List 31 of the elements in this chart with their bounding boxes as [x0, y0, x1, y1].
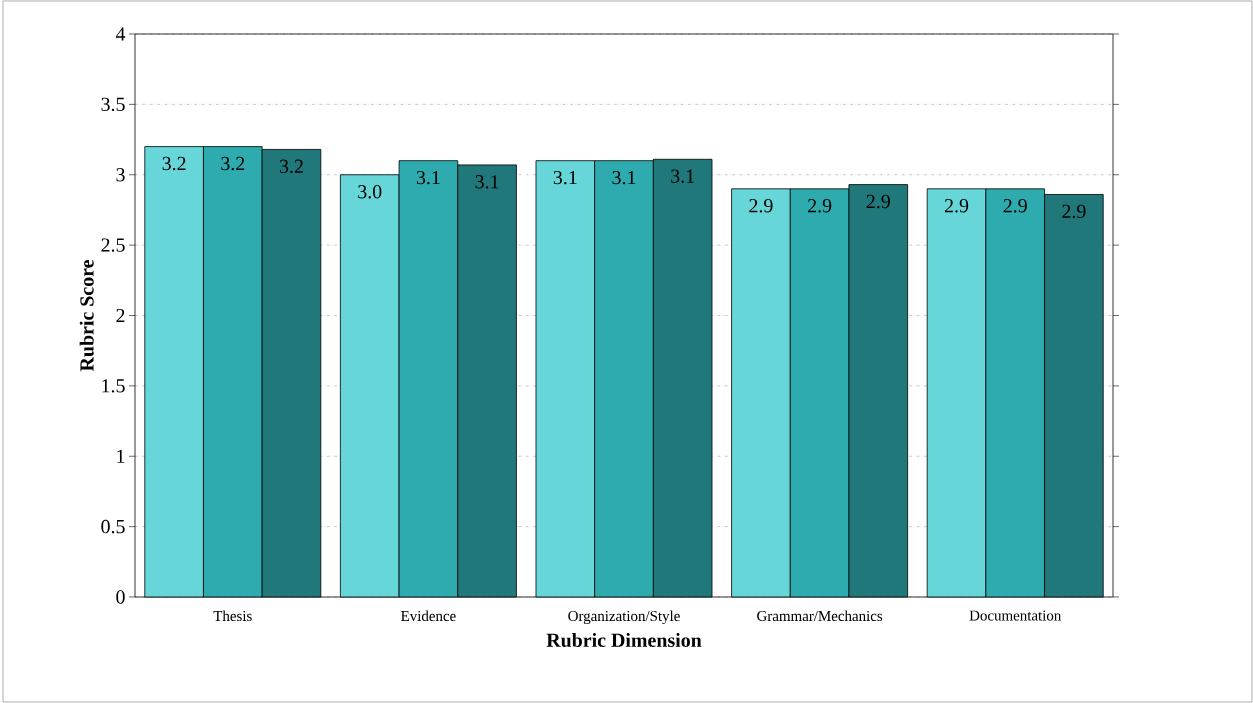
- data-label: 3.1: [553, 170, 577, 185]
- data-label: 2.9: [1003, 199, 1027, 213]
- data-label: 3.1: [416, 170, 440, 185]
- data-label: 2.9: [808, 199, 832, 213]
- x-tick-label: Organization/Style: [568, 610, 680, 625]
- y-axis-title: Rubric Score: [79, 260, 94, 372]
- y-tick-label: 0.5: [101, 519, 125, 534]
- y-tick-label: 2: [116, 308, 125, 323]
- data-label: 3.0: [358, 184, 382, 199]
- x-axis-title: Rubric Dimension: [546, 632, 702, 648]
- data-label: 3.1: [671, 169, 694, 183]
- y-tick-label: 4: [115, 27, 126, 41]
- x-tick-label: Evidence: [401, 610, 456, 622]
- x-tick-label: Grammar/Mechanics: [757, 610, 883, 622]
- y-tick-label: 1.5: [102, 379, 125, 393]
- y-tick-label: 3.5: [101, 97, 125, 112]
- y-tick-label: 1: [117, 449, 125, 463]
- data-label: 3.1: [475, 175, 499, 189]
- data-label: 2.9: [749, 199, 773, 213]
- y-tick-label: 2.5: [101, 238, 125, 252]
- data-label: 2.9: [1062, 204, 1086, 219]
- y-tick-label: 0: [116, 590, 125, 604]
- x-tick-label: Thesis: [213, 610, 252, 622]
- data-label: 3.2: [162, 156, 186, 171]
- data-label: 2.9: [866, 194, 890, 209]
- x-tick-label: Documentation: [969, 610, 1062, 621]
- y-tick-label: 3: [116, 168, 125, 182]
- data-label: 2.9: [944, 199, 969, 213]
- data-label: 3.1: [612, 170, 636, 185]
- data-label: 3.2: [221, 156, 245, 171]
- data-label: 3.2: [279, 159, 303, 174]
